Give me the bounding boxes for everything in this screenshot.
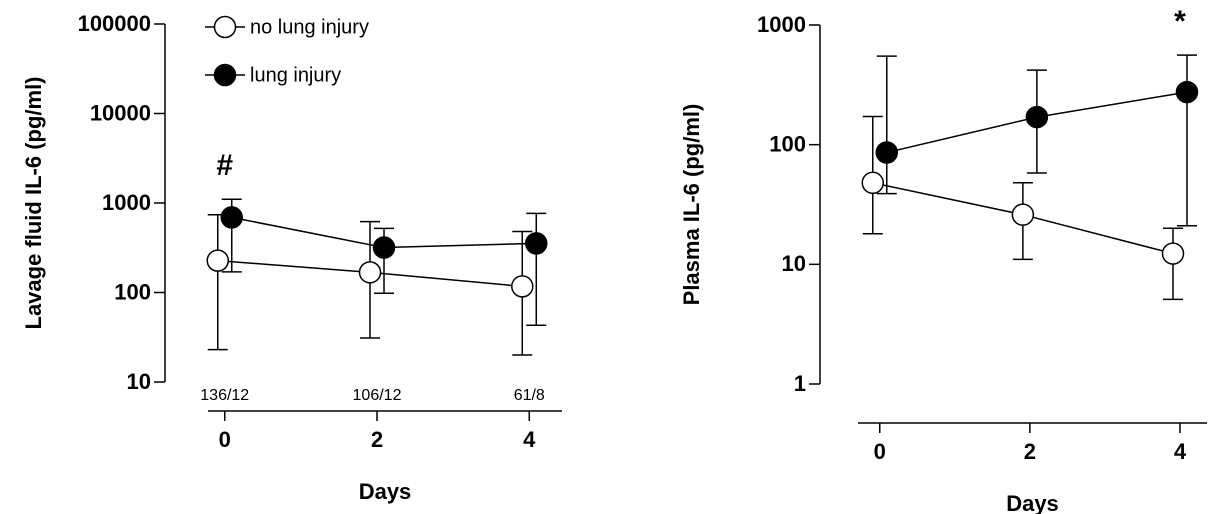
data-point	[220, 206, 243, 229]
data-point	[1175, 80, 1199, 104]
y-tick-label: 10000	[90, 100, 151, 125]
y-tick-label: 1	[794, 371, 806, 396]
x-tick-label: 4	[523, 427, 536, 452]
legend-label: lung injury	[250, 64, 341, 86]
data-point	[861, 171, 885, 195]
x-tick-label: 0	[219, 427, 231, 452]
y-tick-label: 1000	[102, 190, 151, 215]
x-tick-label: 0	[874, 439, 886, 464]
x-axis-label: Days	[359, 479, 412, 504]
y-tick-label: 100000	[78, 11, 151, 36]
y-tick-label: 10	[782, 251, 806, 276]
y-tick-label: 10	[127, 369, 151, 394]
n-label: 61/8	[514, 387, 545, 404]
legend-marker	[213, 15, 237, 39]
data-point	[372, 236, 396, 259]
y-axis-label: Plasma IL-6 (pg/ml)	[679, 104, 704, 306]
data-point	[511, 275, 534, 298]
legend-marker	[213, 63, 237, 87]
x-axis-label: Days	[1006, 491, 1059, 514]
significance-mark: #	[216, 149, 233, 182]
data-point	[1025, 105, 1049, 129]
data-point	[525, 232, 548, 255]
x-tick-label: 2	[371, 427, 383, 452]
data-point	[1011, 203, 1035, 226]
x-tick-label: 4	[1174, 439, 1187, 464]
y-tick-label: 1000	[757, 12, 806, 37]
y-axis-label: Lavage fluid IL-6 (pg/ml)	[21, 76, 46, 329]
legend-label: no lung injury	[250, 16, 369, 38]
data-point	[358, 261, 382, 284]
n-label: 106/12	[353, 387, 402, 404]
data-point	[206, 249, 229, 272]
x-tick-label: 2	[1024, 439, 1036, 464]
y-tick-label: 100	[769, 131, 806, 156]
n-label: 136/12	[200, 387, 249, 404]
data-point	[1161, 242, 1185, 265]
data-point	[875, 141, 899, 164]
y-tick-label: 100	[114, 279, 151, 304]
significance-mark: *	[1174, 5, 1186, 38]
